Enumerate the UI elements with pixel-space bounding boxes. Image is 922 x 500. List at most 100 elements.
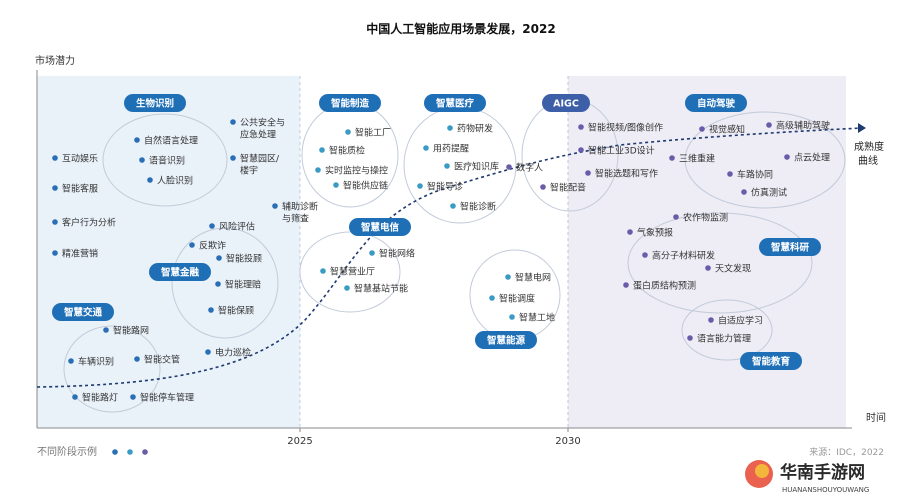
item-label: 辅助诊断与筛查 <box>282 201 318 225</box>
group-pill-label: 自动驾驶 <box>697 98 736 110</box>
item-dot <box>578 147 584 153</box>
item-label: 智能保顾 <box>218 305 254 317</box>
x-tick-2025: 2025 <box>287 436 312 447</box>
item-dot <box>489 295 495 301</box>
item-dot <box>216 255 222 261</box>
stage-band-early <box>37 76 300 428</box>
item-label: 三维重建 <box>679 153 715 165</box>
item-label: 数字人 <box>516 162 543 174</box>
item-label: 车辆识别 <box>78 356 114 368</box>
item-dot <box>205 349 211 355</box>
item-label: 智能投顾 <box>226 253 262 265</box>
curve-label-line2: 曲线 <box>858 154 878 167</box>
item-dot <box>272 203 278 209</box>
item-dot <box>209 223 215 229</box>
item-dot <box>540 184 546 190</box>
group-pill <box>759 238 821 256</box>
watermark-logo-icon-inner <box>755 464 769 478</box>
item-dot <box>139 157 145 163</box>
item-label: 智慧电网 <box>515 272 551 284</box>
item-dot <box>52 155 58 161</box>
group-circle <box>299 231 401 313</box>
item-dot <box>784 154 790 160</box>
group-pill-label: 智能制造 <box>331 98 370 110</box>
item-dot <box>673 214 679 220</box>
item-dot <box>444 163 450 169</box>
item-label: 语音识别 <box>149 155 185 167</box>
item-label: 智能配音 <box>550 182 586 194</box>
item-label: 气象预报 <box>637 227 673 239</box>
item-label: 自然语言处理 <box>144 135 198 147</box>
item-label: 语言能力管理 <box>697 333 751 345</box>
legend-dot-mid <box>127 449 133 455</box>
item-dot <box>708 317 714 323</box>
item-dot <box>52 250 58 256</box>
group-circle <box>102 113 228 207</box>
item-label: 电力巡检 <box>215 347 251 359</box>
item-label: 互动娱乐 <box>62 153 98 165</box>
item-label-line: 公共安全与 <box>240 117 285 129</box>
group-pill <box>52 303 114 321</box>
group-pill <box>475 331 537 349</box>
item-label: 高分子材料研发 <box>652 250 715 262</box>
item-label: 客户行为分析 <box>62 217 116 229</box>
item-label-line: 应急处理 <box>240 129 276 141</box>
item-label: 智能工厂 <box>355 127 391 139</box>
item-label: 人脸识别 <box>157 175 193 187</box>
item-label: 蛋白质结构预测 <box>633 280 696 292</box>
item-label-line: 楼宇 <box>240 165 258 177</box>
x-tick-2030: 2030 <box>555 436 580 447</box>
item-label: 智能客服 <box>62 183 98 195</box>
group-pill-label: 智慧能源 <box>487 335 526 347</box>
item-label: 农作物监测 <box>683 212 728 224</box>
item-label-line: 辅助诊断 <box>282 201 318 213</box>
stage-band-mid <box>300 76 568 428</box>
item-dot <box>627 229 633 235</box>
item-dot <box>578 124 584 130</box>
item-label: 智能选题和写作 <box>595 168 658 180</box>
item-label: 公共安全与应急处理 <box>240 117 285 141</box>
group-pill <box>319 94 381 112</box>
item-dot <box>72 394 78 400</box>
group-pill <box>349 218 411 236</box>
item-dot <box>687 335 693 341</box>
legend-label: 不同阶段示例 <box>37 445 97 458</box>
group-pill-label: 智能教育 <box>752 356 791 368</box>
item-dot <box>669 155 675 161</box>
item-label: 智能理赔 <box>225 279 261 291</box>
group-pill <box>124 94 186 112</box>
item-label: 车路协同 <box>737 169 773 181</box>
group-pill-label: 智慧科研 <box>771 242 810 254</box>
chart-title: 中国人工智能应用场景发展，2022 <box>366 22 556 36</box>
group-pill-label: 智慧金融 <box>161 267 200 279</box>
group-circle <box>627 212 813 314</box>
item-label: 智能调度 <box>499 293 535 305</box>
item-label: 医疗知识库 <box>454 161 499 173</box>
item-label: 智能停车管理 <box>140 392 194 404</box>
item-label: 智能交管 <box>144 354 180 366</box>
item-dot <box>215 281 221 287</box>
item-dot <box>230 155 236 161</box>
item-dot <box>345 129 351 135</box>
group-pill-label: 生物识别 <box>136 98 174 110</box>
item-label: 高级辅助驾驶 <box>776 120 830 132</box>
item-label: 智能质检 <box>329 145 365 157</box>
item-label: 实时监控与操控 <box>325 165 388 177</box>
maturity-curve-arrow <box>858 123 866 133</box>
item-dot <box>623 282 629 288</box>
item-dot <box>134 137 140 143</box>
item-label: 智慧工地 <box>519 312 555 324</box>
item-dot <box>506 164 512 170</box>
item-dot <box>319 147 325 153</box>
group-pill <box>149 263 211 281</box>
item-dot <box>505 274 511 280</box>
item-dot <box>585 170 591 176</box>
y-axis-label: 市场潜力 <box>35 54 75 67</box>
group-pill-label: 智慧医疗 <box>436 98 475 110</box>
item-dot <box>315 167 321 173</box>
item-dot <box>741 189 747 195</box>
item-dot <box>766 122 772 128</box>
